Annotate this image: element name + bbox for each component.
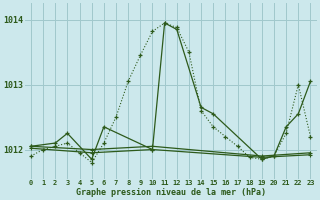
X-axis label: Graphe pression niveau de la mer (hPa): Graphe pression niveau de la mer (hPa) xyxy=(76,188,266,197)
